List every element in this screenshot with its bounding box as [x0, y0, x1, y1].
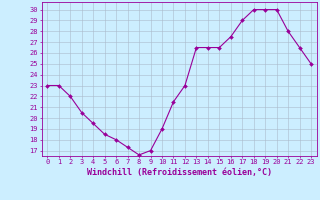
X-axis label: Windchill (Refroidissement éolien,°C): Windchill (Refroidissement éolien,°C)	[87, 168, 272, 177]
